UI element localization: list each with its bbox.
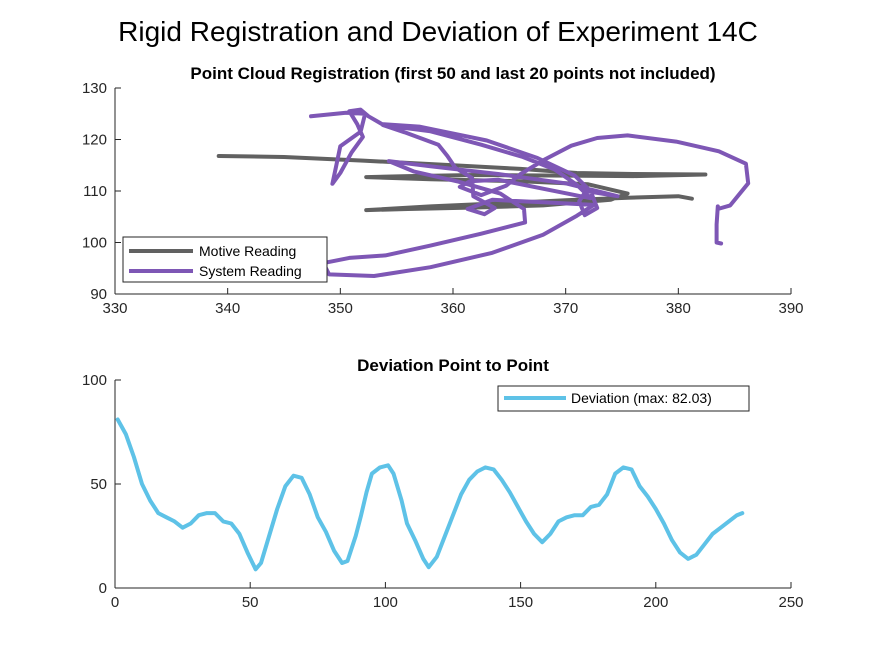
- figure-title: Rigid Registration and Deviation of Expe…: [118, 16, 758, 47]
- y-tick-label: 100: [82, 235, 107, 252]
- y-tick-label: 50: [90, 476, 107, 493]
- x-tick-label: 100: [373, 594, 398, 611]
- x-tick-label: 390: [778, 300, 803, 317]
- y-tick-label: 100: [82, 372, 107, 389]
- x-tick-label: 360: [440, 300, 465, 317]
- registration-chart: Point Cloud Registration (first 50 and l…: [82, 64, 804, 317]
- series-line-1-0: [115, 417, 745, 572]
- x-tick-label: 370: [553, 300, 578, 317]
- legend-label-motive: Motive Reading: [199, 243, 296, 259]
- x-tick-label: 380: [666, 300, 691, 317]
- registration-legend: Motive Reading System Reading: [122, 236, 328, 283]
- deviation-series-layer: [115, 417, 745, 572]
- x-tick-label: 0: [111, 594, 119, 611]
- legend-label-deviation: Deviation (max: 82.03): [571, 390, 712, 406]
- y-tick-label: 90: [90, 286, 107, 303]
- registration-legend-box: [122, 236, 328, 283]
- deviation-chart: Deviation Point to Point 0 50 100 150 200 250…: [82, 356, 804, 611]
- y-tick-label: 120: [82, 132, 107, 149]
- y-tick-label: 130: [82, 80, 107, 97]
- registration-chart-title: Point Cloud Registration (first 50 and l…: [190, 64, 715, 83]
- y-tick-label: 0: [99, 580, 107, 597]
- x-tick-label: 200: [643, 594, 668, 611]
- x-tick-label: 150: [508, 594, 533, 611]
- deviation-legend: Deviation (max: 82.03): [497, 385, 750, 412]
- x-tick-label: 330: [102, 300, 127, 317]
- y-tick-label: 110: [83, 183, 107, 200]
- series-line-0-1: [309, 107, 751, 278]
- registration-axes: 330 340 350 360 370 380 390 90 100 110 120 130: [82, 80, 804, 317]
- registration-series-layer: [216, 107, 751, 278]
- legend-label-system: System Reading: [199, 263, 302, 279]
- x-tick-label: 250: [778, 594, 803, 611]
- x-tick-label: 340: [215, 300, 240, 317]
- deviation-chart-title: Deviation Point to Point: [357, 356, 549, 375]
- deviation-axes: 0 50 100 150 200 250 0 50 100: [82, 372, 804, 611]
- x-tick-label: 50: [242, 594, 259, 611]
- x-tick-label: 350: [328, 300, 353, 317]
